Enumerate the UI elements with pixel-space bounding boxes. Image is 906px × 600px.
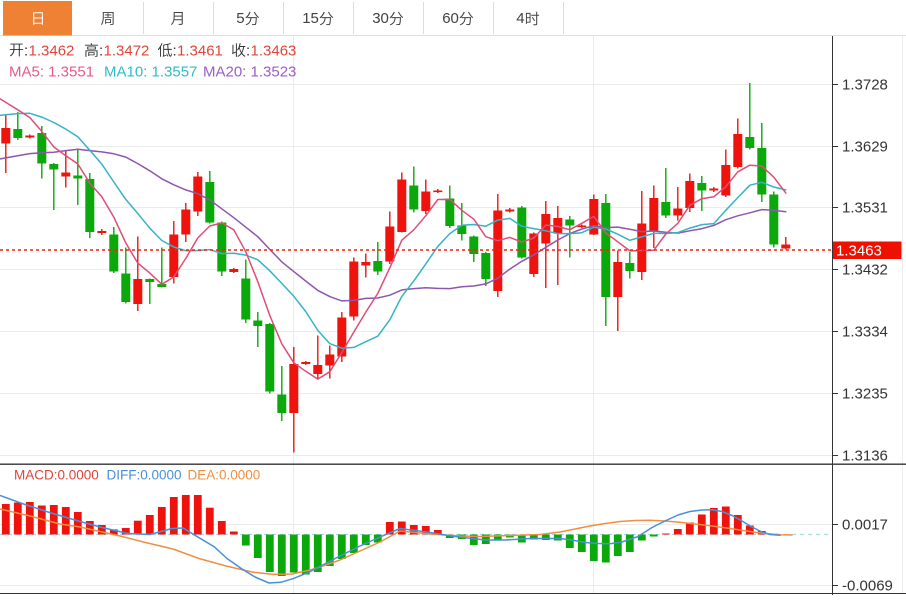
- svg-text::: :: [173, 43, 177, 60]
- svg-text:1.3728: 1.3728: [842, 77, 888, 94]
- svg-text:1.3235: 1.3235: [842, 386, 888, 403]
- svg-text:DIFF:0.0000: DIFF:0.0000: [107, 468, 182, 483]
- svg-text:1.3334: 1.3334: [842, 324, 888, 341]
- svg-text::: :: [99, 43, 103, 60]
- svg-text:1.3629: 1.3629: [842, 139, 888, 156]
- svg-text:-0.0069: -0.0069: [842, 578, 893, 595]
- svg-text:MA10: 1.3557: MA10: 1.3557: [104, 64, 197, 81]
- svg-text:1.3136: 1.3136: [842, 448, 888, 465]
- svg-text:1.3472: 1.3472: [104, 43, 150, 60]
- svg-text:1.3463: 1.3463: [836, 243, 882, 260]
- svg-text:DEA:0.0000: DEA:0.0000: [188, 468, 261, 483]
- svg-text:0.0017: 0.0017: [842, 517, 888, 534]
- svg-text:MA20: 1.3523: MA20: 1.3523: [203, 64, 296, 81]
- svg-text:1.3463: 1.3463: [251, 43, 297, 60]
- svg-text:1.3531: 1.3531: [842, 200, 888, 217]
- svg-text:1.3461: 1.3461: [177, 43, 223, 60]
- svg-text:4: 4: [516, 10, 524, 27]
- svg-text:MACD:0.0000: MACD:0.0000: [14, 468, 99, 483]
- svg-text::: :: [246, 43, 250, 60]
- svg-text:60: 60: [442, 10, 459, 27]
- svg-text:MA5: 1.3551: MA5: 1.3551: [9, 64, 94, 81]
- svg-text:1.3462: 1.3462: [29, 43, 75, 60]
- svg-text:30: 30: [372, 10, 389, 27]
- svg-text:5: 5: [236, 10, 244, 27]
- svg-text:1.3432: 1.3432: [842, 262, 888, 279]
- svg-text:15: 15: [302, 10, 319, 27]
- svg-text::: :: [24, 43, 28, 60]
